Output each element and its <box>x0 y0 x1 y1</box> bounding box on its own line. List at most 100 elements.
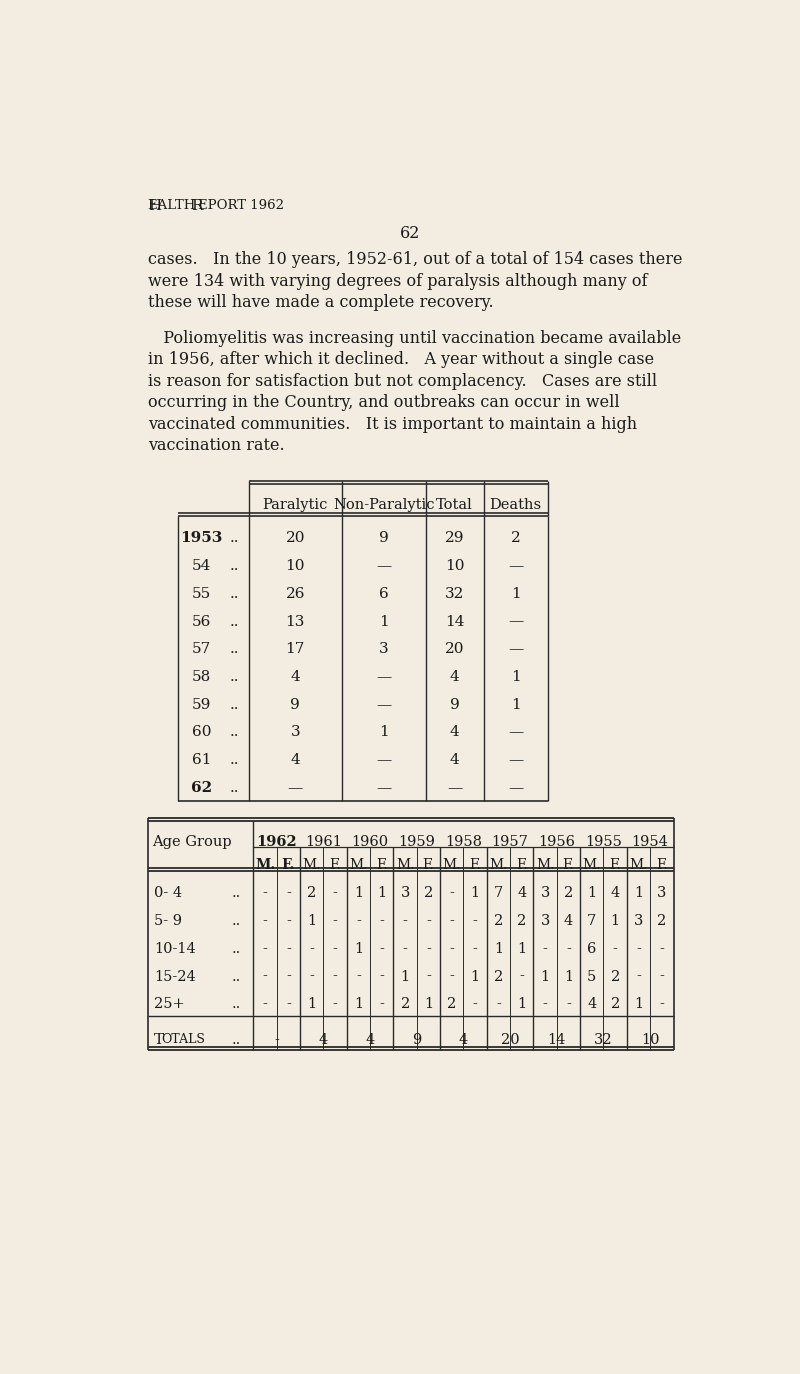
Text: —: — <box>376 753 391 767</box>
Text: -: - <box>659 998 664 1011</box>
Text: 1: 1 <box>378 725 389 739</box>
Text: 1958: 1958 <box>445 835 482 849</box>
Text: 4: 4 <box>290 671 300 684</box>
Text: 1: 1 <box>378 614 389 628</box>
Text: 3: 3 <box>401 886 410 900</box>
Text: 1: 1 <box>307 914 316 927</box>
Text: 4: 4 <box>450 671 459 684</box>
Text: 6: 6 <box>587 941 597 956</box>
Text: 4: 4 <box>450 725 459 739</box>
Text: 4: 4 <box>450 753 459 767</box>
Text: —: — <box>508 559 523 573</box>
Text: 20: 20 <box>286 532 305 545</box>
Text: —: — <box>508 642 523 657</box>
Text: -: - <box>333 941 338 956</box>
Text: 4: 4 <box>587 998 597 1011</box>
Text: -: - <box>333 886 338 900</box>
Text: -: - <box>286 941 291 956</box>
Text: -: - <box>262 886 267 900</box>
Text: ..: .. <box>230 614 240 628</box>
Text: occurring in the Country, and outbreaks can occur in well: occurring in the Country, and outbreaks … <box>148 394 620 411</box>
Text: —: — <box>376 780 391 796</box>
Text: EPORT 1962: EPORT 1962 <box>198 199 285 212</box>
Text: 2: 2 <box>494 970 503 984</box>
Text: 1: 1 <box>401 970 410 984</box>
Text: 3: 3 <box>634 914 643 927</box>
Text: 1: 1 <box>378 886 386 900</box>
Text: 2: 2 <box>424 886 433 900</box>
Text: 3: 3 <box>541 914 550 927</box>
Text: 9: 9 <box>378 532 389 545</box>
Text: 32: 32 <box>594 1033 613 1047</box>
Text: 2: 2 <box>511 532 521 545</box>
Text: ..: .. <box>230 532 240 545</box>
Text: -: - <box>286 886 291 900</box>
Text: -: - <box>519 970 524 984</box>
Text: F.: F. <box>376 857 388 872</box>
Text: 1: 1 <box>511 671 521 684</box>
Text: 4: 4 <box>564 914 573 927</box>
Text: 1: 1 <box>307 998 316 1011</box>
Text: 4: 4 <box>517 886 526 900</box>
Text: 2: 2 <box>517 914 526 927</box>
Text: is reason for satisfaction but not complacency.   Cases are still: is reason for satisfaction but not compl… <box>148 372 657 390</box>
Text: 1: 1 <box>541 970 550 984</box>
Text: 20: 20 <box>445 642 464 657</box>
Text: Total: Total <box>436 497 473 511</box>
Text: —: — <box>288 780 303 796</box>
Text: -: - <box>262 914 267 927</box>
Text: -: - <box>262 970 267 984</box>
Text: —: — <box>376 698 391 712</box>
Text: 1957: 1957 <box>492 835 529 849</box>
Text: F.: F. <box>562 857 574 872</box>
Text: 59: 59 <box>192 698 211 712</box>
Text: were 134 with varying degrees of paralysis although many of: were 134 with varying degrees of paralys… <box>148 272 647 290</box>
Text: 1: 1 <box>354 886 363 900</box>
Text: 1: 1 <box>518 941 526 956</box>
Text: -: - <box>496 998 501 1011</box>
Text: 1: 1 <box>470 970 480 984</box>
Text: -: - <box>262 998 267 1011</box>
Text: 15-24: 15-24 <box>154 970 196 984</box>
Text: -: - <box>426 941 431 956</box>
Text: -: - <box>473 914 478 927</box>
Text: —: — <box>508 725 523 739</box>
Text: —: — <box>508 753 523 767</box>
Text: 2: 2 <box>494 914 503 927</box>
Text: ..: .. <box>232 998 241 1011</box>
Text: these will have made a complete recovery.: these will have made a complete recovery… <box>148 294 494 312</box>
Text: 3: 3 <box>657 886 666 900</box>
Text: F.: F. <box>282 857 295 872</box>
Text: 10: 10 <box>445 559 464 573</box>
Text: -: - <box>450 914 454 927</box>
Text: F.: F. <box>470 857 481 872</box>
Text: -: - <box>659 941 664 956</box>
Text: ..: .. <box>232 1033 241 1047</box>
Text: ..: .. <box>232 886 241 900</box>
Text: —: — <box>376 559 391 573</box>
Text: 9: 9 <box>290 698 300 712</box>
Text: vaccinated communities.   It is important to maintain a high: vaccinated communities. It is important … <box>148 416 637 433</box>
Text: 1959: 1959 <box>398 835 435 849</box>
Text: 1955: 1955 <box>585 835 622 849</box>
Text: -: - <box>310 941 314 956</box>
Text: M.: M. <box>630 857 648 872</box>
Text: -: - <box>450 886 454 900</box>
Text: -: - <box>542 998 547 1011</box>
Text: H: H <box>148 199 162 213</box>
Text: 32: 32 <box>445 587 464 600</box>
Text: Deaths: Deaths <box>490 497 542 511</box>
Text: F.: F. <box>516 857 528 872</box>
Text: 2: 2 <box>401 998 410 1011</box>
Text: in 1956, after which it declined.   A year without a single case: in 1956, after which it declined. A year… <box>148 352 654 368</box>
Text: Paralytic: Paralytic <box>262 497 328 511</box>
Text: -: - <box>450 970 454 984</box>
Text: -: - <box>274 1033 279 1047</box>
Text: cases.   In the 10 years, 1952-61, out of a total of 154 cases there: cases. In the 10 years, 1952-61, out of … <box>148 251 682 268</box>
Text: 26: 26 <box>286 587 305 600</box>
Text: -: - <box>542 941 547 956</box>
Text: M.: M. <box>490 857 508 872</box>
Text: 3: 3 <box>541 886 550 900</box>
Text: 56: 56 <box>192 614 211 628</box>
Text: F.: F. <box>330 857 341 872</box>
